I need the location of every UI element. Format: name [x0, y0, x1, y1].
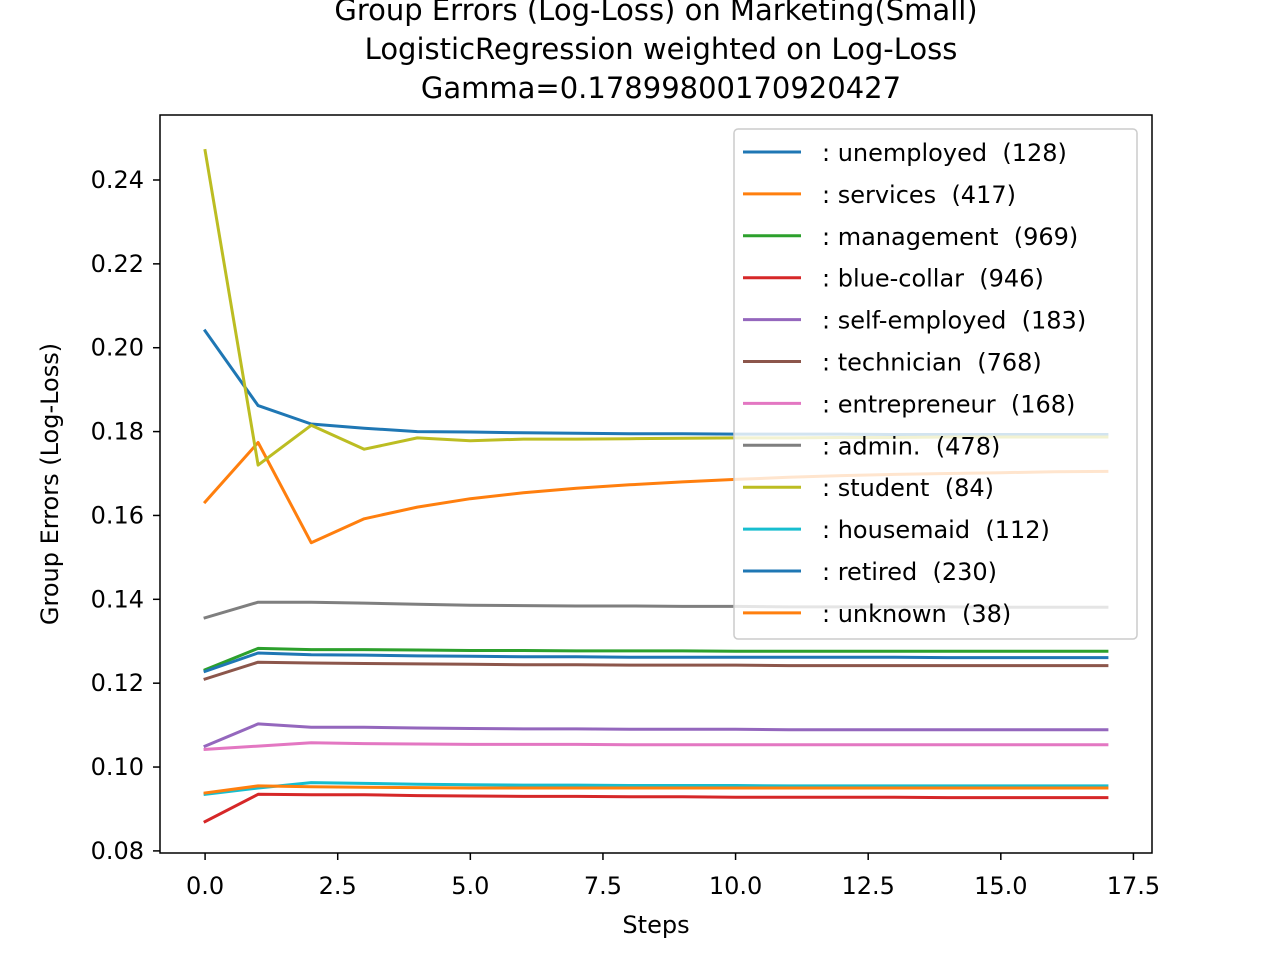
- legend-label: : student (84): [822, 474, 994, 502]
- y-tick-label: 0.18: [91, 418, 144, 446]
- x-tick-label: 10.0: [709, 872, 762, 900]
- series-line-12: [203, 784, 1109, 795]
- legend-item: : student (84): [743, 474, 994, 502]
- legend: : unemployed (128) : services (417) : mana…: [733, 128, 1138, 640]
- x-tick-label: 0.0: [186, 872, 224, 900]
- y-tick-label: 0.24: [91, 166, 144, 194]
- legend-label: : housemaid (112): [822, 516, 1050, 544]
- legend-label: : admin. (478): [822, 432, 1000, 460]
- x-tick-label: 15.0: [974, 872, 1027, 900]
- legend-label: : services (417): [822, 181, 1016, 209]
- chart-title: Group Errors (Log-Loss) on Marketing(Sma…: [334, 0, 977, 105]
- legend-label: : self-employed (183): [822, 307, 1086, 335]
- legend-frame: [733, 128, 1138, 640]
- y-tick-label: 0.10: [91, 753, 144, 781]
- plot-frame: [159, 114, 1153, 854]
- x-axis-label: Steps: [622, 911, 689, 939]
- legend-label: : management (969): [822, 223, 1078, 251]
- y-tick-label: 0.14: [91, 585, 144, 613]
- legend-label: : entrepreneur (168): [822, 390, 1075, 418]
- x-tick-label: 12.5: [841, 872, 894, 900]
- series-line-6: [203, 660, 1109, 681]
- legend-item: : unemployed (128): [743, 139, 1067, 167]
- title-line-2: LogisticRegression weighted on Log-Loss: [365, 32, 958, 66]
- y-tick-label: 0.16: [91, 501, 144, 529]
- x-tick-label: 5.0: [451, 872, 489, 900]
- series-line-7: [203, 741, 1109, 751]
- legend-item: : entrepreneur (168): [743, 390, 1075, 418]
- legend-item: : self-employed (183): [743, 307, 1086, 335]
- legend-label: : technician (768): [822, 349, 1042, 377]
- series-line-10: [203, 781, 1109, 796]
- legend-item: : unknown (38): [743, 600, 1011, 628]
- series-line-11: [203, 651, 1109, 674]
- plot-lines: [202, 148, 1109, 824]
- x-axis-ticks: 0.0 2.5 5.0 7.5 10.0 12.5 15.0 17.5: [186, 853, 1160, 900]
- y-tick-label: 0.20: [91, 334, 144, 362]
- series-line-5: [203, 722, 1109, 749]
- x-tick-label: 2.5: [319, 872, 357, 900]
- y-tick-label: 0.22: [91, 250, 144, 278]
- legend-item: : management (969): [743, 223, 1078, 251]
- x-tick-label: 7.5: [584, 872, 622, 900]
- legend-label: : blue-collar (946): [822, 265, 1044, 293]
- y-axis-ticks: 0.08 0.10 0.12 0.14 0.16 0.18 0.20 0.22 0.24: [91, 166, 160, 865]
- x-tick-label: 17.5: [1107, 872, 1160, 900]
- legend-label: : unknown (38): [822, 600, 1011, 628]
- y-tick-label: 0.12: [91, 669, 144, 697]
- legend-item: : blue-collar (946): [743, 265, 1044, 293]
- title-line-1: Group Errors (Log-Loss) on Marketing(Sma…: [334, 0, 977, 27]
- title-line-3: Gamma=0.17899800170920427: [421, 71, 901, 105]
- legend-item: : admin. (478): [743, 432, 1000, 460]
- y-axis-label: Group Errors (Log-Loss): [36, 343, 64, 625]
- legend-item: : services (417): [743, 181, 1016, 209]
- series-line-4: [203, 792, 1109, 824]
- legend-item: : retired (230): [743, 558, 997, 586]
- legend-item: : technician (768): [743, 349, 1042, 377]
- legend-item: : housemaid (112): [743, 516, 1050, 544]
- legend-label: : retired (230): [822, 558, 997, 586]
- y-tick-label: 0.08: [91, 837, 144, 865]
- legend-label: : unemployed (128): [822, 139, 1067, 167]
- series-line-3: [203, 646, 1109, 672]
